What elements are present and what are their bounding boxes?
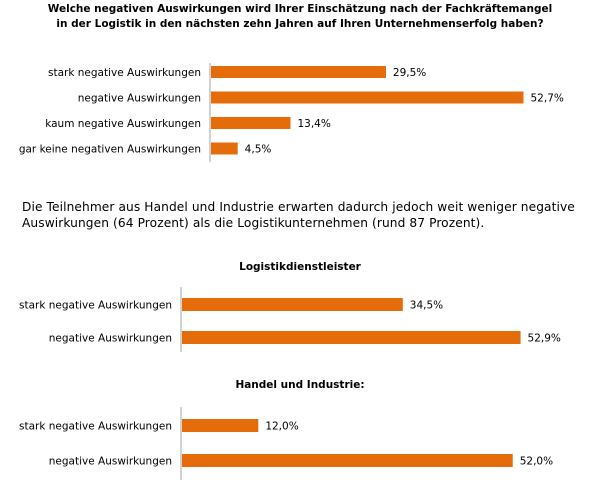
chart-1-category-label: stark negative Auswirkungen [48,67,201,79]
chart-2-value-label: 52,9% [528,333,561,345]
chart-1-category-label: kaum negative Auswirkungen [45,118,201,130]
chart-1-value-label: 52,7% [531,93,564,105]
body-paragraph-line-2: Auswirkungen (64 Prozent) als die Logist… [22,216,485,230]
chart-1-category-label: negative Auswirkungen [78,93,201,105]
chart-title-line-2: in der Logistik in den nächsten zehn Jah… [56,18,544,30]
section-title-handel-industrie: Handel und Industrie: [235,379,365,391]
chart-3-value-label: 52,0% [520,456,553,468]
section-title-logistikdienstleister: Logistikdienstleister [239,261,361,273]
chart-3-category-label: stark negative Auswirkungen [19,421,172,433]
body-paragraph: Die Teilnehmer aus Handel und Industrie … [22,199,587,231]
chart-1-bar [211,117,291,129]
chart-3-bar [182,454,513,467]
chart-2-bar [182,298,403,311]
chart-1-value-label: 29,5% [393,67,426,79]
chart-2-category-label: stark negative Auswirkungen [19,300,172,312]
chart-title-line-1: Welche negativen Auswirkungen wird Ihrer… [47,3,553,15]
chart-1-category-label: gar keine negativen Auswirkungen [19,144,201,156]
chart-2-value-label: 34,5% [410,300,443,312]
body-paragraph-line-1: Die Teilnehmer aus Handel und Industrie … [22,200,575,214]
chart-1-value-label: 4,5% [245,144,272,156]
chart-3-category-label: negative Auswirkungen [49,456,172,468]
chart-3-bar [182,419,259,432]
chart-3-value-label: 12,0% [265,421,298,433]
chart-1-bar [211,66,386,78]
chart-1-value-label: 13,4% [297,118,330,130]
chart-2-bar [182,331,521,344]
chart-1-bar [211,91,524,104]
chart-title: Welche negativen Auswirkungen wird Ihrer… [0,2,600,32]
chart-1-bar [211,142,238,155]
chart-2-category-label: negative Auswirkungen [49,333,172,345]
